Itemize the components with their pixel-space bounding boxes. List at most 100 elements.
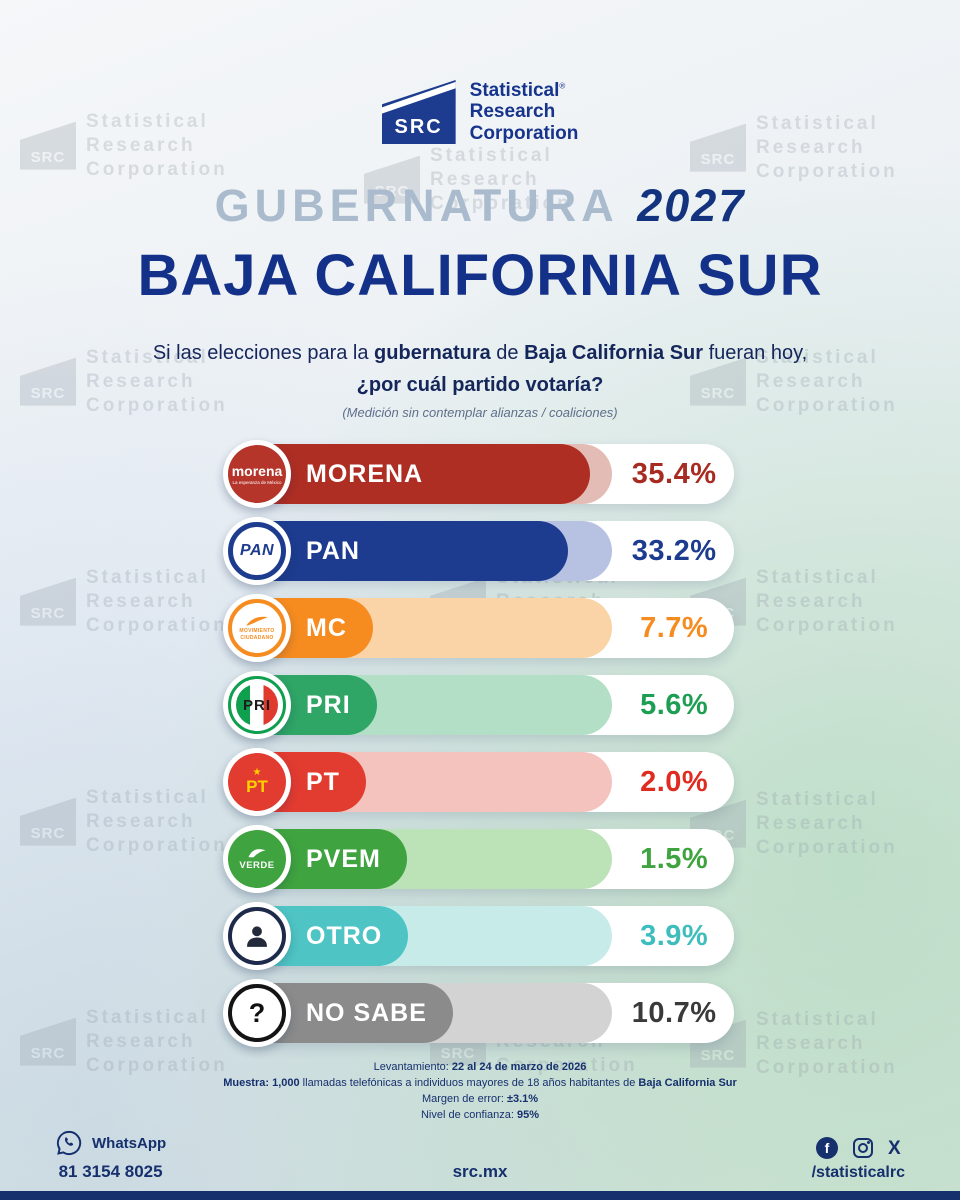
party-percentage: 7.7% <box>640 611 709 644</box>
pan-logo: PAN <box>223 517 291 585</box>
party-percentage: 3.9% <box>640 919 709 952</box>
pri-logo-text: PRI <box>242 696 271 714</box>
brand-line-2: Research <box>469 101 556 123</box>
methodology-note: (Medición sin contemplar alianzas / coal… <box>342 405 618 420</box>
question-text-post: fueran hoy, <box>703 342 808 364</box>
mc-logo: MOVIMIENTO CIUDADANO <box>223 594 291 662</box>
instagram-icon <box>852 1138 873 1158</box>
bar-pill: MC 7.7% <box>226 598 734 658</box>
chart-row-pt: PT 2.0% ★ PT <box>223 748 734 816</box>
footnote-margen: Margen de error: ±3.1% <box>0 1092 960 1108</box>
pt-logo: ★ PT <box>223 748 291 816</box>
chart-row-otro: OTRO 3.9% <box>223 902 734 970</box>
party-name: OTRO <box>306 921 383 950</box>
bar-pill: PRI 5.6% <box>226 675 734 735</box>
social-handle: /statisticalrc <box>811 1164 905 1181</box>
pvem-logo-text: VERDE <box>239 860 275 871</box>
footnote-label: Margen de error: <box>421 1092 507 1105</box>
party-percentage: 10.7% <box>631 996 717 1029</box>
otro-logo-disc <box>228 907 286 965</box>
methodology-footnotes: Levantamiento: 22 al 24 de marzo de 2026… <box>0 1060 960 1124</box>
footnote-confianza: Nivel de confianza: 95% <box>0 1108 960 1124</box>
party-name: PAN <box>306 536 360 565</box>
poll-bar-chart: MORENA 35.4% morena La esperanza de Méxi… <box>223 440 734 1047</box>
src-brand-header: SRC Statistical® Research Corporation <box>0 0 960 144</box>
pri-tricolor-stripes <box>236 684 278 726</box>
person-silhouette-icon <box>247 926 267 947</box>
mc-logo-disc: MOVIMIENTO CIUDADANO <box>228 599 286 657</box>
party-name: PRI <box>306 690 351 719</box>
party-percentage: 5.6% <box>640 688 709 721</box>
morena-logo-disc: morena La esperanza de México <box>228 445 286 503</box>
src-logo-mark: SRC <box>381 80 456 144</box>
pt-logo-text: PT <box>246 776 268 796</box>
chart-row-pan: PAN 33.2% PAN <box>223 517 734 585</box>
bar-pill: PT 2.0% <box>226 752 734 812</box>
footnote-value: 22 al 24 de marzo de 2026 <box>451 1061 587 1073</box>
question-bold-gubernatura: gubernatura <box>374 342 491 364</box>
whatsapp-number: 81 3154 8025 <box>58 1162 163 1181</box>
pvem-logo-disc: VERDE <box>228 830 286 888</box>
title-year: 2027 <box>637 180 746 231</box>
whatsapp-icon <box>56 1130 82 1156</box>
registered-mark: ® <box>559 81 566 91</box>
facebook-icon: f <box>815 1137 838 1159</box>
no-sabe-logo: ? <box>223 979 291 1047</box>
footnote-label: Muestra: <box>223 1076 273 1089</box>
chart-row-morena: MORENA 35.4% morena La esperanza de Méxi… <box>223 440 734 508</box>
footnote-text: llamadas telefónicas a individuos mayore… <box>299 1076 639 1089</box>
footnote-levantamiento: Levantamiento: 22 al 24 de marzo de 2026 <box>0 1060 960 1076</box>
bar-pill: OTRO 3.9% <box>226 906 734 966</box>
bar-pill: PVEM 1.5% <box>226 829 734 889</box>
no-sabe-logo-disc: ? <box>228 984 286 1042</box>
chart-row-pvem: PVEM 1.5% VERDE <box>223 825 734 893</box>
mc-eagle-icon <box>246 616 268 626</box>
bar-pill: PAN 33.2% <box>226 521 734 581</box>
pvem-bird-icon <box>248 849 266 858</box>
poll-question: Si las elecciones para la gubernatura de… <box>0 337 960 401</box>
footnote-value: ±3.1% <box>506 1092 539 1105</box>
brand-line-1: Statistical <box>469 80 560 102</box>
mc-logo-line1: MOVIMIENTO <box>239 628 275 634</box>
footnote-value: 95% <box>516 1108 540 1121</box>
morena-logo-text: morena <box>231 462 283 479</box>
question-text: Si las elecciones para la <box>152 342 375 364</box>
question-text-mid: de <box>490 342 525 364</box>
morena-logo: morena La esperanza de México <box>223 440 291 508</box>
footnote-label: Levantamiento: <box>373 1061 452 1073</box>
party-percentage: 35.4% <box>631 457 717 490</box>
party-percentage: 2.0% <box>640 765 709 798</box>
party-name: NO SABE <box>306 998 427 1027</box>
x-twitter-icon: X <box>887 1137 901 1159</box>
src-logo-stripe <box>381 80 456 116</box>
party-percentage: 1.5% <box>640 842 709 875</box>
src-brand-name: Statistical® Research Corporation <box>470 80 579 144</box>
whatsapp-block: WhatsApp 81 3154 8025 <box>55 1129 166 1182</box>
chart-row-pri: PRI 5.6% PRI <box>223 671 734 739</box>
bar-pill: NO SABE 10.7% <box>226 983 734 1043</box>
question-mark-icon: ? <box>248 997 266 1028</box>
footnote-value: Baja California Sur <box>638 1076 737 1089</box>
pri-logo-disc: PRI <box>228 676 286 734</box>
pvem-logo: VERDE <box>223 825 291 893</box>
party-name: PT <box>306 767 340 796</box>
otro-logo <box>223 902 291 970</box>
mc-logo-line2: CIUDADANO <box>240 634 274 641</box>
contact-footer: WhatsApp 81 3154 8025 src.mx f X /statis… <box>0 1124 960 1184</box>
whatsapp-label: WhatsApp <box>92 1134 167 1152</box>
poll-question-line2: ¿por cuál partido votaría? <box>356 374 604 396</box>
party-name: MORENA <box>306 459 424 488</box>
footnote-value: 1,000 <box>272 1076 300 1089</box>
poll-question-line1: Si las elecciones para la gubernatura de… <box>0 337 960 369</box>
website-url: src.mx <box>452 1162 508 1181</box>
footnote-label: Nivel de confianza: <box>420 1108 517 1121</box>
main-title: GUBERNATURA 2027 <box>0 180 960 232</box>
chart-row-no-sabe: NO SABE 10.7% ? <box>223 979 734 1047</box>
pan-logo-disc: PAN <box>228 522 286 580</box>
src-logo-text: SRC <box>394 116 443 138</box>
pt-star-icon: ★ <box>252 766 262 778</box>
party-name: MC <box>306 613 347 642</box>
party-name: PVEM <box>306 844 381 873</box>
bottom-accent-strip <box>0 1191 960 1200</box>
